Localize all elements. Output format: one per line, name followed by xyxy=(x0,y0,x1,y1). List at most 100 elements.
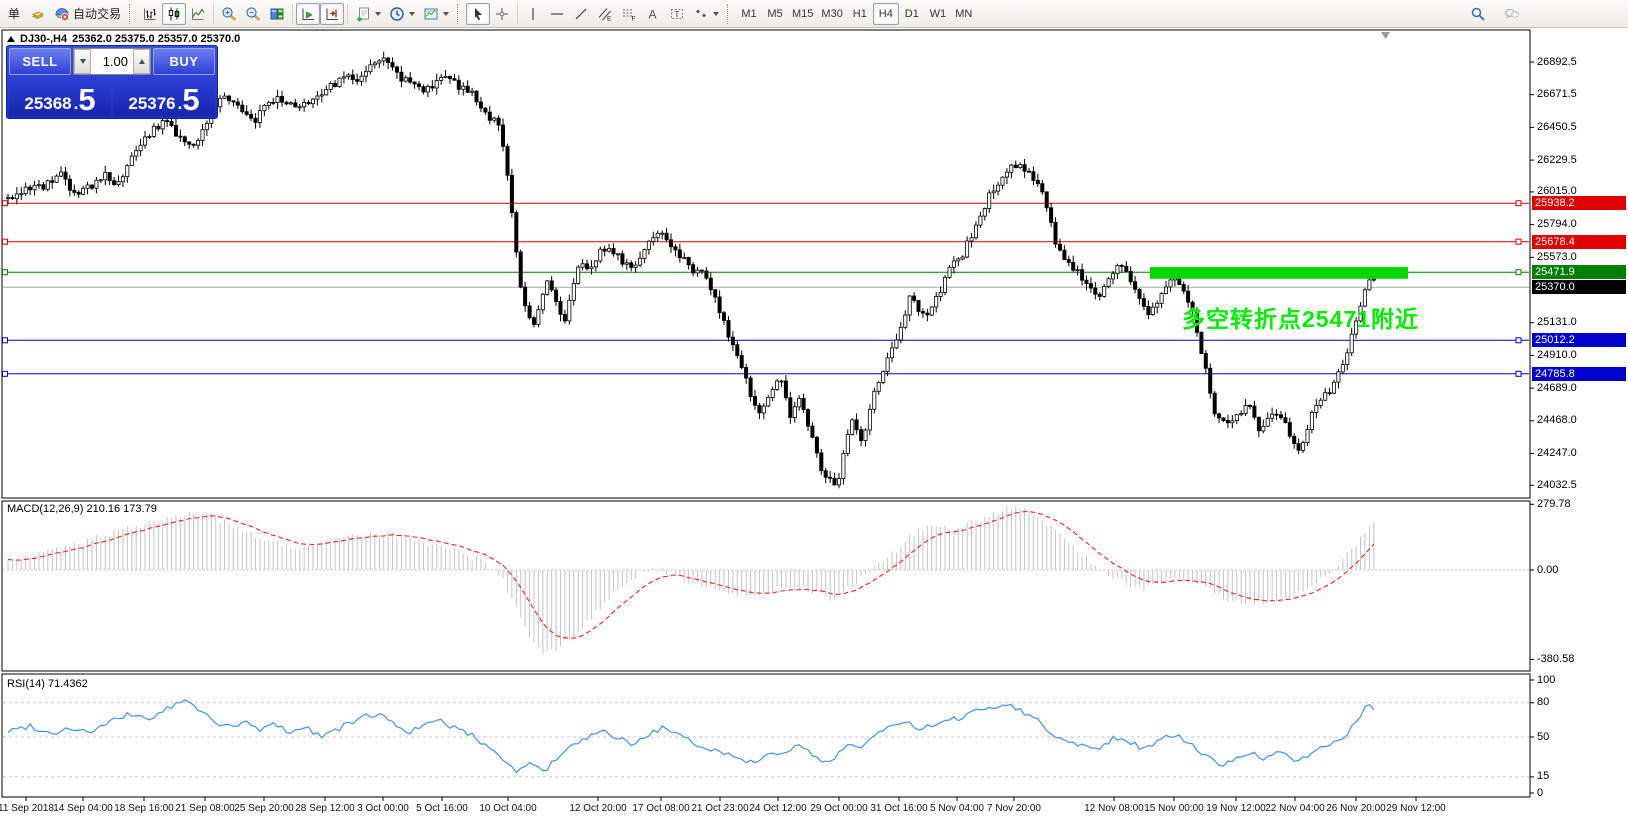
arrows-button[interactable] xyxy=(689,3,723,25)
timeframe-h4-button[interactable]: H4 xyxy=(872,2,899,25)
tile-windows-button[interactable] xyxy=(265,3,289,25)
timeframe-m1-button[interactable]: M1 xyxy=(736,3,762,25)
line-chart-button[interactable] xyxy=(186,3,210,25)
date-tick-label[interactable]: 28 Sep 12:00 xyxy=(295,803,355,814)
date-tick-label[interactable]: 14 Sep 04:00 xyxy=(53,803,113,814)
collapse-one-click-icon[interactable] xyxy=(7,36,15,42)
horizontal-line-button[interactable] xyxy=(545,3,569,25)
sell-button[interactable]: SELL xyxy=(9,48,71,75)
vertical-line-button[interactable] xyxy=(521,3,545,25)
pane-splitter[interactable] xyxy=(2,497,1530,501)
chevron-down-icon[interactable] xyxy=(375,11,382,16)
date-tick-label[interactable]: 15 Nov 00:00 xyxy=(1144,803,1204,814)
date-tick-label[interactable]: 11 Sep 2018 xyxy=(0,803,54,814)
zoom-in-button[interactable] xyxy=(217,3,241,25)
price-tick-label: 24032.5 xyxy=(1537,478,1577,491)
macd-indicator-label: MACD(12,26,9) 210.16 173.79 xyxy=(7,503,157,515)
level-line-handle[interactable] xyxy=(1515,337,1522,344)
level-line-handle[interactable] xyxy=(2,370,8,377)
date-tick-label[interactable]: 7 Nov 20:00 xyxy=(987,803,1041,814)
date-tick-label[interactable]: 31 Oct 16:00 xyxy=(870,803,928,814)
date-tick-label[interactable]: 22 Nov 04:00 xyxy=(1265,803,1325,814)
pane-splitter[interactable] xyxy=(2,670,1530,674)
level-line-handle[interactable] xyxy=(1515,238,1522,245)
macd-pane[interactable] xyxy=(1,500,1531,672)
crosshair-icon xyxy=(494,6,510,22)
timeframe-m15-button[interactable]: M15 xyxy=(788,3,817,25)
chart-shift-marker-icon[interactable] xyxy=(1381,32,1390,39)
date-tick-label[interactable]: 29 Oct 00:00 xyxy=(810,803,868,814)
history-center-button[interactable] xyxy=(26,3,50,25)
date-tick-label[interactable]: 19 Nov 12:00 xyxy=(1206,803,1266,814)
fibonacci-retracement-button[interactable]: F xyxy=(617,3,641,25)
date-tick-label[interactable]: 17 Oct 08:00 xyxy=(632,803,690,814)
level-line-handle[interactable] xyxy=(2,269,8,276)
search-button[interactable] xyxy=(1466,3,1490,25)
date-tick-label[interactable]: 12 Oct 20:00 xyxy=(569,803,627,814)
chevron-down-icon[interactable] xyxy=(443,11,450,16)
date-tick-label[interactable]: 25 Sep 20:00 xyxy=(234,803,294,814)
periods-button[interactable] xyxy=(385,3,419,25)
new-order-label: 单 xyxy=(7,7,20,21)
date-tick-label[interactable]: 24 Oct 12:00 xyxy=(749,803,807,814)
volume-decrease-button[interactable] xyxy=(74,49,91,74)
level-line-handle[interactable] xyxy=(1515,269,1522,276)
text-button[interactable]: A xyxy=(641,3,665,25)
rsi-tick-label: 80 xyxy=(1537,696,1550,709)
zoom-out-button[interactable] xyxy=(241,3,265,25)
date-tick-label[interactable]: 18 Sep 16:00 xyxy=(114,803,174,814)
toolbar-grip xyxy=(129,3,133,24)
crosshair-button[interactable] xyxy=(490,3,514,25)
macd-signal-line xyxy=(7,510,1375,639)
chart-text-annotation[interactable]: 多空转折点25471附近 xyxy=(1182,306,1419,332)
date-tick-label[interactable]: 29 Nov 12:00 xyxy=(1386,803,1446,814)
trendline-button[interactable] xyxy=(569,3,593,25)
timeframe-h1-button[interactable]: H1 xyxy=(847,3,873,25)
date-tick-label[interactable]: 12 Nov 08:00 xyxy=(1084,803,1144,814)
date-tick-label[interactable]: 21 Oct 23:00 xyxy=(691,803,749,814)
indicators-list-button[interactable] xyxy=(351,3,385,25)
equidistant-channel-button[interactable]: E xyxy=(593,3,617,25)
volume-increase-button[interactable] xyxy=(133,49,150,74)
rsi-pane[interactable] xyxy=(1,673,1531,798)
date-tick-label[interactable]: 3 Oct 00:00 xyxy=(357,803,409,814)
timeframe-m5-button[interactable]: M5 xyxy=(762,3,788,25)
timeframe-d1-button[interactable]: D1 xyxy=(899,3,925,25)
buy-button[interactable]: BUY xyxy=(153,48,215,75)
timeframe-w1-button[interactable]: W1 xyxy=(925,3,951,25)
templates-button[interactable] xyxy=(419,3,453,25)
date-tick-label[interactable]: 10 Oct 04:00 xyxy=(479,803,537,814)
triangle-up-icon xyxy=(138,59,145,64)
price-level-badge: 25370.0 xyxy=(1532,280,1626,295)
level-line-handle[interactable] xyxy=(1515,370,1522,377)
level-line-handle[interactable] xyxy=(1515,200,1522,207)
chat-button[interactable] xyxy=(1500,3,1524,25)
timeframe-m30-button[interactable]: M30 xyxy=(817,3,846,25)
autotrading-button[interactable]: 自动交易 xyxy=(50,3,125,25)
buy-price-button[interactable]: 25376. 5 xyxy=(113,77,215,116)
date-tick-label[interactable]: 26 Nov 20:00 xyxy=(1326,803,1386,814)
date-tick-label[interactable]: 21 Sep 08:00 xyxy=(175,803,235,814)
bar-chart-button[interactable] xyxy=(138,3,162,25)
main-chart-pane[interactable] xyxy=(1,29,1531,499)
cursor-button[interactable] xyxy=(466,2,491,25)
chevron-down-icon[interactable] xyxy=(409,11,416,16)
level-line-handle[interactable] xyxy=(2,238,8,245)
timeframe-mn-button[interactable]: MN xyxy=(951,3,977,25)
sell-price-button[interactable]: 25368. 5 xyxy=(9,77,111,116)
text-label-button[interactable]: T xyxy=(665,3,689,25)
chevron-down-icon[interactable] xyxy=(713,11,720,16)
chart-shift-button[interactable] xyxy=(320,2,345,25)
level-line-handle[interactable] xyxy=(2,337,8,344)
date-tick-label[interactable]: 5 Nov 04:00 xyxy=(930,803,984,814)
auto-scroll-button[interactable] xyxy=(296,2,321,25)
level-line-handle[interactable] xyxy=(2,200,8,207)
horizontal-level-lines[interactable] xyxy=(3,202,1529,375)
candlestick-chart-button[interactable] xyxy=(162,2,187,25)
new-order-button[interactable]: 单 xyxy=(2,3,26,25)
volume-input[interactable] xyxy=(91,49,133,74)
date-tick-label[interactable]: 5 Oct 16:00 xyxy=(416,803,468,814)
highlight-zone-rectangle[interactable] xyxy=(1150,267,1408,279)
